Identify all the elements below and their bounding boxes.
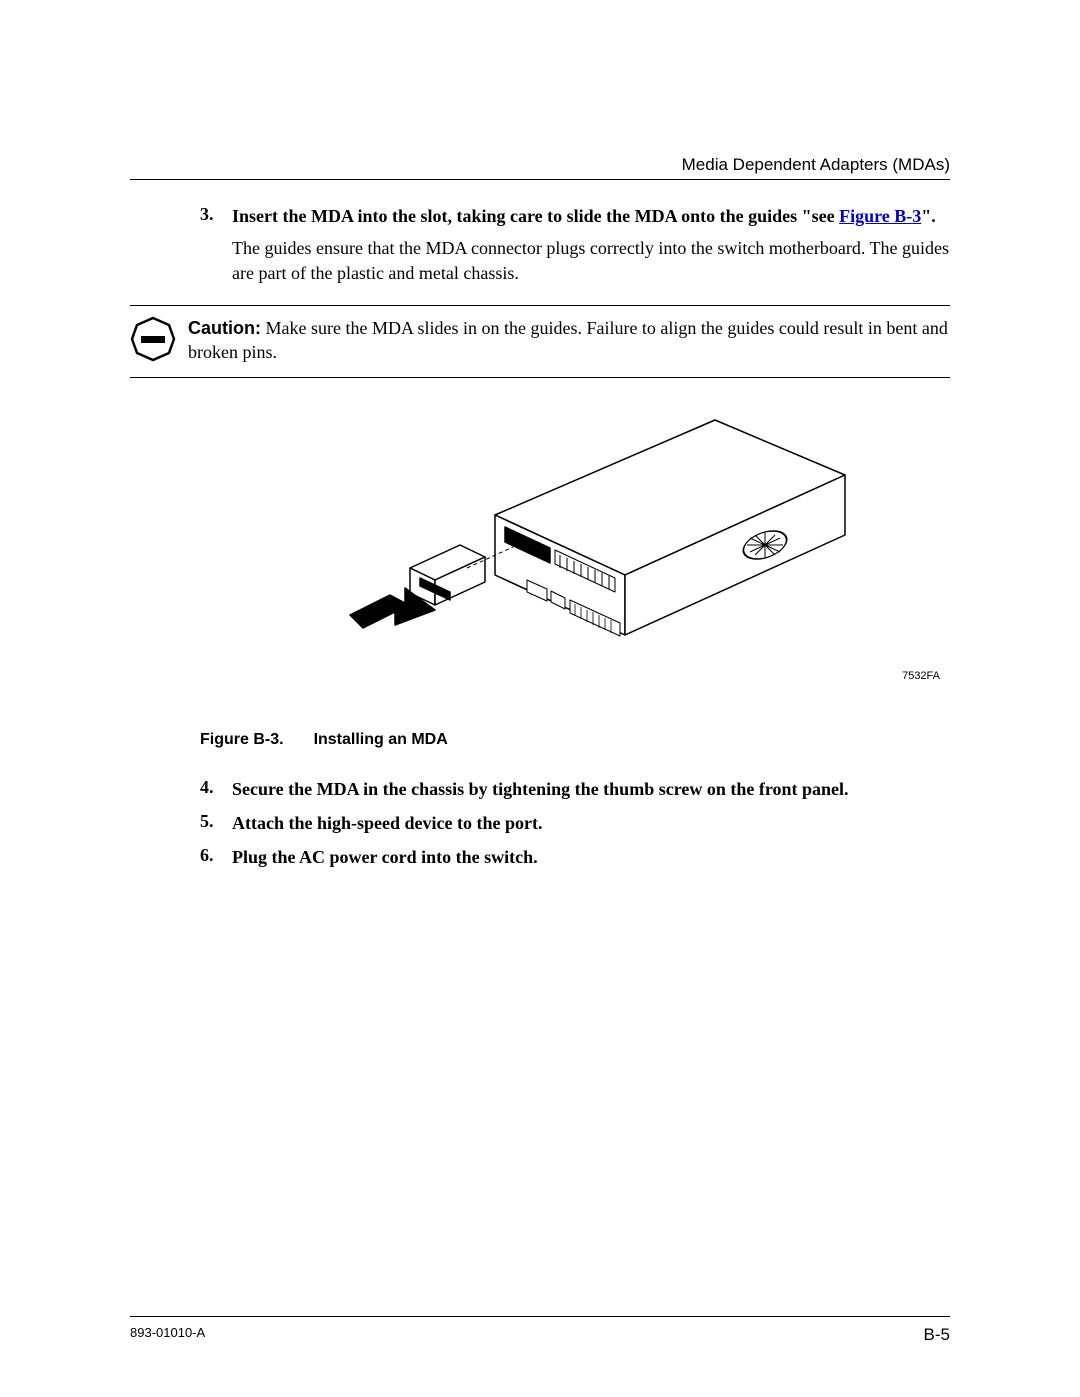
caution-bottom-rule xyxy=(130,377,950,378)
step-3-number: 3. xyxy=(200,204,232,228)
footer-pagenum: B-5 xyxy=(924,1325,950,1345)
step-4: 4. Secure the MDA in the chassis by tigh… xyxy=(200,777,950,801)
figure-caption-text: Installing an MDA xyxy=(314,731,448,748)
figure-caption-label: Figure B-3. xyxy=(200,731,284,748)
step-3-text-post: ". xyxy=(921,206,936,226)
step-3-body: The guides ensure that the MDA connector… xyxy=(232,236,950,285)
step-5: 5. Attach the high-speed device to the p… xyxy=(200,811,950,835)
step-3-instruction: Insert the MDA into the slot, taking car… xyxy=(232,204,936,228)
figure-b3-link[interactable]: Figure B-3 xyxy=(839,206,921,226)
step-6-number: 6. xyxy=(200,845,232,869)
step-5-number: 5. xyxy=(200,811,232,835)
step-6: 6. Plug the AC power cord into the switc… xyxy=(200,845,950,869)
figure-caption: Figure B-3. Installing an MDA xyxy=(200,731,950,749)
caution-block: Caution: Make sure the MDA slides in on … xyxy=(130,316,950,367)
step-5-text: Attach the high-speed device to the port… xyxy=(232,811,542,835)
step-4-text: Secure the MDA in the chassis by tighten… xyxy=(232,777,849,801)
page-footer: 893-01010-A B-5 xyxy=(130,1325,950,1345)
figure-b3-illustration xyxy=(200,400,950,705)
footer-docnum: 893-01010-A xyxy=(130,1325,205,1345)
step-4-number: 4. xyxy=(200,777,232,801)
caution-label: Caution: xyxy=(188,318,261,338)
header-rule xyxy=(130,179,950,180)
caution-top-rule xyxy=(130,305,950,306)
footer-rule xyxy=(130,1316,950,1317)
caution-body: Make sure the MDA slides in on the guide… xyxy=(188,318,948,362)
running-header: Media Dependent Adapters (MDAs) xyxy=(130,155,950,175)
step-3: 3. Insert the MDA into the slot, taking … xyxy=(200,204,950,228)
caution-icon xyxy=(130,316,180,367)
step-3-text-pre: Insert the MDA into the slot, taking car… xyxy=(232,206,839,226)
figure-code: 7532FA xyxy=(902,670,940,682)
step-6-text: Plug the AC power cord into the switch. xyxy=(232,845,538,869)
caution-text: Caution: Make sure the MDA slides in on … xyxy=(188,316,950,365)
